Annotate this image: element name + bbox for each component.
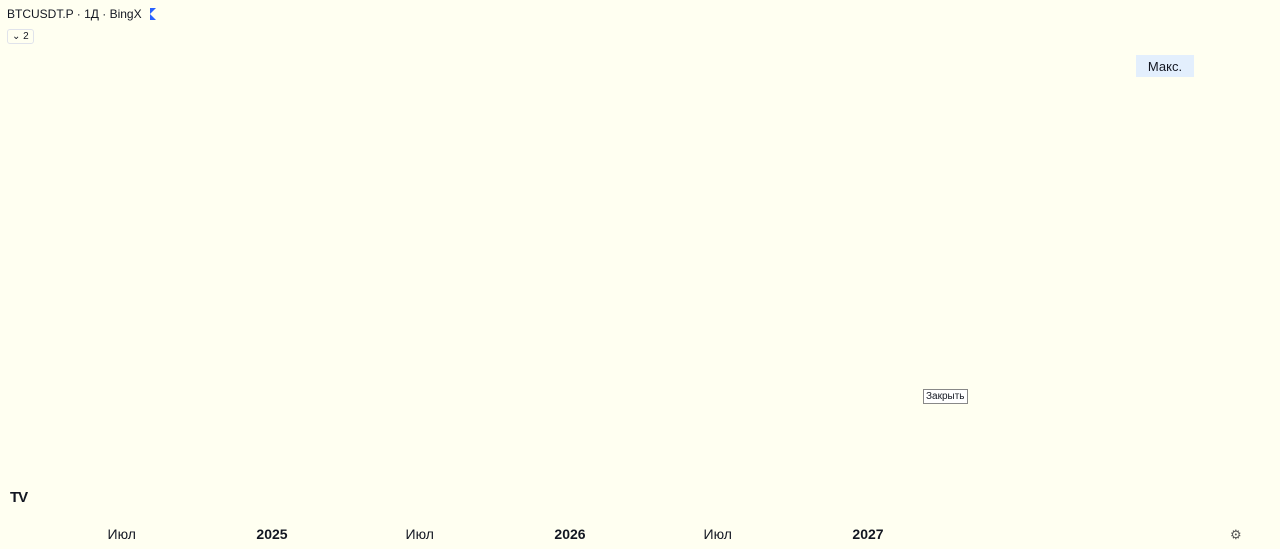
indicators-collapse-button[interactable]: ⌄ 2 [7, 29, 34, 44]
time-tick-label: Июл [406, 526, 434, 542]
max-price-label: Макс. [1136, 55, 1194, 77]
symbol-title[interactable]: BTCUSDT.P · 1Д · BingX [7, 7, 142, 21]
symbol-header[interactable]: BTCUSDT.P · 1Д · BingX [7, 7, 156, 21]
time-tick-label: 2025 [256, 526, 287, 542]
tradingview-logo: TV [10, 489, 28, 506]
time-tick-label: 2026 [554, 526, 585, 542]
flag-icon[interactable] [149, 8, 156, 20]
time-tick-label: Июл [704, 526, 732, 542]
time-tick-label: 2027 [852, 526, 883, 542]
price-axis-background [1190, 0, 1280, 549]
price-axis[interactable]: 120 000,090 000,078 000,070 000,062 500,… [1190, 0, 1280, 549]
time-tick-label: Июл [108, 526, 136, 542]
time-axis[interactable]: Июл 2025 Июл 2026 Июл 2027 [108, 526, 884, 542]
close-tag: Закрыть [923, 389, 968, 404]
gear-icon[interactable]: ⚙ [1230, 527, 1242, 542]
